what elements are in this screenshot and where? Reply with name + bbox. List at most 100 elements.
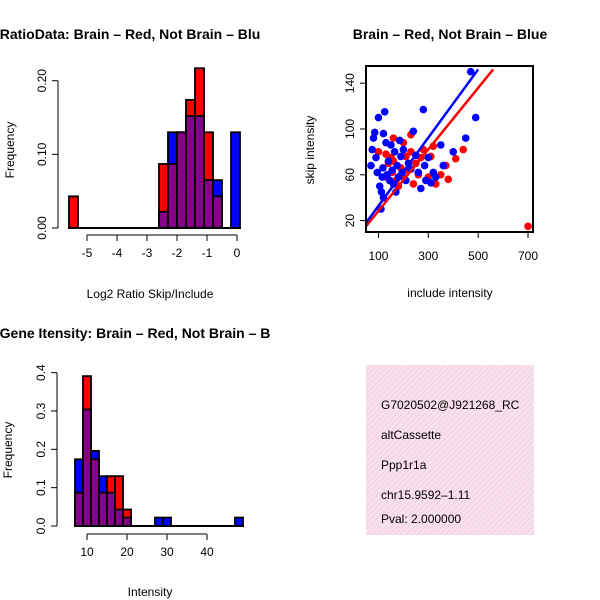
- histogram-overlap-bar: [90, 458, 100, 527]
- scatter-point: [372, 153, 380, 162]
- gene-intensity-title: Gene Itensity: Brain – Red, Not Brain – …: [0, 325, 270, 341]
- scatter-point: [451, 154, 460, 163]
- histogram-bar: [154, 516, 164, 527]
- ratio-histogram-ylabel: Frequency: [3, 122, 17, 179]
- scatter-point: [390, 148, 399, 156]
- gene-intensity-xlabel: Intensity: [128, 585, 173, 599]
- scatter-point: [374, 113, 383, 122]
- info-panel: G7020502@J921268_RC altCassette Ppp1r1a …: [366, 365, 534, 535]
- scatter-point: [368, 145, 377, 154]
- histogram-overlap-bar: [106, 491, 116, 527]
- histogram-bar: [234, 516, 244, 527]
- x-tick-label: -4: [112, 246, 123, 260]
- x-tick-label: -1: [202, 246, 213, 260]
- x-tick-label: 700: [518, 249, 538, 263]
- ratio-histogram-panel: RatioData: Brain – Red, Not Brain – Blu …: [0, 26, 260, 301]
- histogram-overlap-bar: [122, 516, 132, 527]
- x-tick-label: 300: [418, 249, 438, 263]
- info-event-type: altCassette: [381, 428, 441, 442]
- histogram-overlap-bar: [176, 131, 187, 229]
- ratio-histogram-xlabel: Log2 Ratio Skip/Include: [87, 287, 214, 301]
- histogram-overlap-bar: [194, 115, 205, 229]
- scatter-point: [367, 161, 375, 170]
- info-box-background: [366, 365, 534, 535]
- x-tick-label: -5: [82, 246, 93, 260]
- x-tick-label: 40: [200, 545, 214, 559]
- scatter-point: [524, 222, 532, 231]
- ratio-histogram-bars: [68, 67, 241, 229]
- histogram-overlap-bar: [98, 491, 108, 527]
- scatter-point: [439, 161, 448, 170]
- histogram-overlap-bar: [74, 491, 84, 527]
- y-tick-label: 0.3: [34, 402, 48, 419]
- scatter-point: [431, 173, 440, 181]
- scatter-title: Brain – Red, Not Brain – Blue: [353, 26, 548, 42]
- scatter-point: [459, 145, 468, 154]
- x-tick-label: 10: [80, 545, 94, 559]
- scatter-point: [461, 134, 470, 142]
- info-probe-id: G7020502@J921268_RC: [381, 398, 520, 412]
- histogram-bar: [68, 195, 79, 229]
- scatter-point: [382, 150, 390, 158]
- scatter-data: [366, 67, 532, 231]
- gene-intensity-bars: [74, 375, 244, 527]
- scatter-point: [466, 67, 475, 76]
- scatter-point: [384, 157, 393, 165]
- scatter-point: [379, 129, 388, 138]
- scatter-point: [471, 113, 480, 122]
- y-tick-label: 100: [343, 119, 357, 139]
- gene-intensity-axes: 10 20 30 40 0.0 0.1 0.2 0.3 0.4: [34, 364, 214, 559]
- scatter-point: [397, 152, 405, 161]
- scatter-point: [389, 134, 398, 142]
- histogram-overlap-bar: [203, 179, 214, 229]
- scatter-point: [419, 105, 428, 114]
- regression-line: [366, 68, 495, 228]
- scatter-point: [387, 141, 395, 149]
- scatter-plot-area: 100 300 500 700 20 60 100 140: [343, 65, 538, 263]
- scatter-point: [414, 168, 423, 177]
- scatter-point: [444, 175, 453, 184]
- y-tick-label: 0.1: [34, 479, 48, 496]
- scatter-point: [377, 188, 386, 196]
- x-tick-label: -2: [172, 246, 183, 260]
- x-tick-label: 100: [368, 249, 388, 263]
- info-gene-symbol: Ppp1r1a: [381, 458, 427, 472]
- scatter-point: [393, 161, 401, 170]
- x-tick-label: 500: [468, 249, 488, 263]
- info-location: chr15.9592–1.11: [381, 488, 471, 502]
- scatter-point: [399, 145, 408, 154]
- scatter-point: [388, 166, 396, 174]
- x-tick-label: -3: [142, 246, 153, 260]
- scatter-point: [417, 184, 425, 193]
- y-tick-label: 0.10: [35, 142, 49, 166]
- scatter-point: [375, 182, 384, 191]
- scatter-point: [420, 161, 429, 170]
- histogram-overlap-bar: [167, 163, 178, 229]
- histogram-bar: [230, 131, 241, 229]
- histogram-overlap-bar: [212, 195, 223, 229]
- info-box-clip: G7020502@J921268_RC altCassette Ppp1r1a …: [366, 365, 534, 535]
- scatter-point: [369, 134, 378, 142]
- y-tick-label: 0.0: [34, 517, 48, 534]
- regression-line: [366, 68, 480, 224]
- ratio-histogram-title: RatioData: Brain – Red, Not Brain – Blu: [0, 26, 260, 42]
- scatter-point: [424, 153, 433, 162]
- histogram-overlap-bar: [82, 408, 92, 527]
- y-tick-label: 0.2: [34, 441, 48, 458]
- y-tick-label: 0.00: [35, 216, 49, 240]
- scatter-ylabel: skip intensity: [303, 116, 317, 185]
- scatter-point: [409, 180, 418, 188]
- y-tick-label: 0.4: [34, 364, 48, 381]
- scatter-point: [409, 127, 418, 136]
- scatter-point: [427, 178, 435, 187]
- scatter-point: [380, 107, 389, 116]
- intensity-scatter-panel: Brain – Red, Not Brain – Blue 100 300 500 7…: [303, 26, 547, 300]
- y-tick-label: 60: [343, 168, 357, 182]
- scatter-point: [449, 148, 458, 156]
- scatter-point: [383, 170, 391, 179]
- ratio-histogram-axes: -5 -4 -3 -2 -1 0 0.00 0.10 0.20: [35, 69, 241, 260]
- x-tick-label: 20: [120, 545, 134, 559]
- scatter-point: [379, 164, 387, 172]
- scatter-point: [395, 136, 404, 145]
